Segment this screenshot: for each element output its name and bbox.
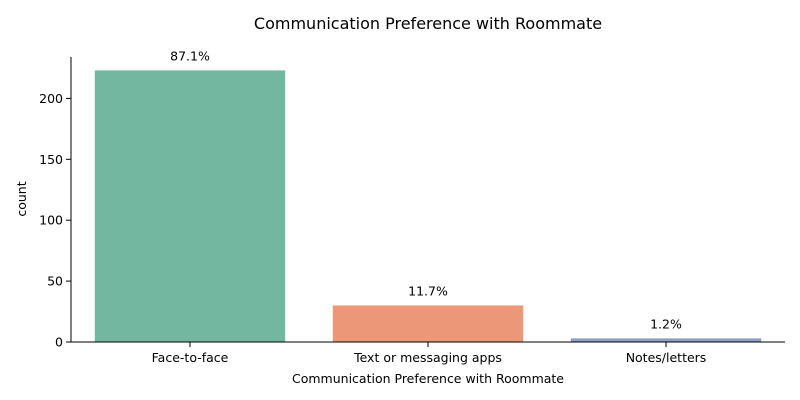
bar [94, 70, 286, 343]
y-tick-label: 200 [39, 91, 63, 106]
x-tick-label: Face-to-face [152, 350, 229, 365]
x-axis-label: Communication Preference with Roommate [292, 371, 564, 386]
y-tick-label: 100 [39, 213, 63, 228]
x-tick-label: Notes/letters [626, 350, 707, 365]
data-label: 1.2% [650, 316, 682, 331]
plot-area: 0 50 100 150 200 Face-to-face 87.1% Text or mes… [39, 48, 762, 365]
y-tick-label: 50 [47, 274, 63, 289]
data-label: 11.7% [408, 283, 448, 298]
bar [570, 338, 762, 342]
x-tick-label: Text or messaging apps [353, 350, 502, 365]
chart-title: Communication Preference with Roommate [254, 14, 602, 33]
y-axis-label: count [14, 181, 29, 216]
y-tick-label: 0 [55, 335, 63, 350]
data-label: 87.1% [170, 48, 210, 63]
bar [332, 305, 524, 342]
y-tick-label: 150 [39, 152, 63, 167]
